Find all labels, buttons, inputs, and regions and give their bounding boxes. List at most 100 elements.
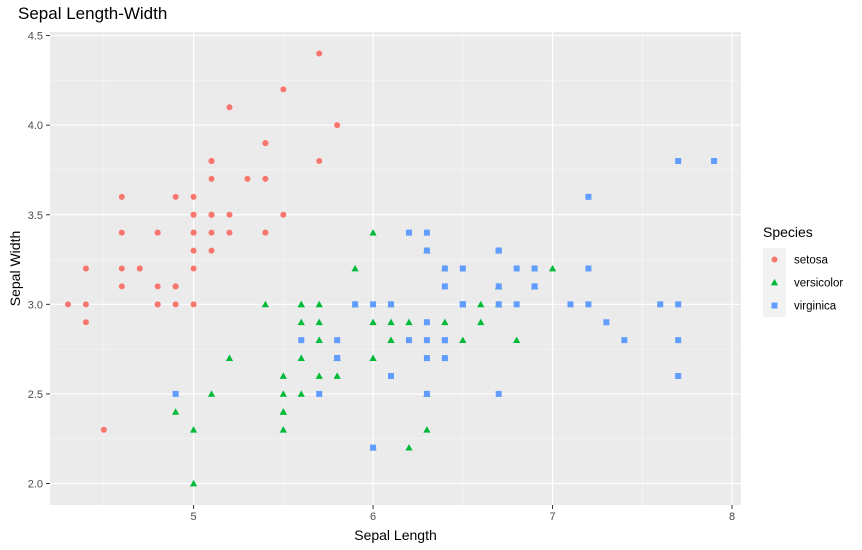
point-setosa — [226, 229, 233, 236]
point-setosa — [262, 175, 269, 182]
data-points — [64, 50, 718, 487]
y-tick-label: 2.0 — [28, 479, 43, 491]
point-versicolor — [279, 426, 287, 433]
y-tick-label: 3.0 — [28, 299, 43, 311]
point-virginica — [334, 337, 341, 344]
point-setosa — [316, 158, 323, 164]
point-versicolor — [225, 354, 234, 361]
point-virginica — [352, 301, 359, 308]
point-versicolor — [405, 444, 413, 451]
point-versicolor — [459, 336, 467, 344]
point-virginica — [405, 337, 412, 344]
point-virginica — [603, 319, 610, 326]
point-setosa — [208, 247, 215, 254]
point-versicolor — [315, 336, 323, 344]
point-setosa — [136, 265, 143, 272]
y-axis-title: Sepal Width — [7, 231, 23, 306]
series-virginica — [172, 158, 718, 451]
point-versicolor — [315, 300, 323, 308]
chart-title: Sepal Length-Width — [18, 4, 168, 23]
point-setosa — [118, 265, 125, 272]
point-versicolor — [333, 372, 341, 379]
point-versicolor — [477, 300, 485, 308]
point-versicolor — [513, 336, 521, 344]
point-versicolor — [369, 354, 377, 361]
point-versicolor — [297, 300, 305, 308]
point-virginica — [316, 390, 323, 397]
point-virginica — [441, 355, 448, 362]
point-setosa — [118, 193, 125, 200]
point-virginica — [495, 301, 502, 308]
point-setosa — [262, 229, 269, 236]
point-virginica — [441, 337, 448, 344]
point-setosa — [100, 426, 107, 433]
point-virginica — [388, 373, 395, 379]
point-virginica — [585, 301, 592, 308]
point-virginica — [513, 265, 520, 272]
point-versicolor — [261, 300, 269, 308]
point-setosa — [172, 193, 179, 200]
point-virginica — [423, 229, 430, 236]
legend: Species setosa versicolor virginica — [763, 224, 843, 317]
point-setosa — [280, 211, 287, 218]
legend-marker-virginica — [771, 302, 778, 309]
point-versicolor — [477, 318, 485, 326]
point-setosa — [190, 229, 197, 236]
point-virginica — [675, 301, 682, 308]
point-versicolor — [279, 390, 287, 397]
point-virginica — [531, 265, 538, 272]
point-setosa — [208, 158, 215, 164]
legend-label: virginica — [794, 301, 837, 313]
point-setosa — [118, 229, 125, 236]
point-setosa — [262, 140, 269, 147]
point-versicolor — [279, 408, 287, 415]
point-versicolor — [172, 408, 180, 415]
point-setosa — [82, 301, 89, 308]
point-versicolor — [351, 264, 359, 272]
point-setosa — [82, 319, 89, 326]
point-versicolor — [297, 318, 305, 326]
grid-minor — [50, 32, 741, 505]
point-versicolor — [405, 318, 413, 326]
point-versicolor — [189, 479, 198, 487]
point-setosa — [190, 211, 197, 218]
point-versicolor — [369, 318, 377, 326]
point-virginica — [567, 301, 574, 308]
point-virginica — [531, 283, 538, 290]
point-virginica — [621, 337, 628, 344]
point-virginica — [495, 390, 502, 397]
y-tick-label: 3.5 — [28, 210, 43, 222]
point-virginica — [423, 319, 430, 326]
series-setosa — [64, 50, 341, 433]
point-setosa — [82, 265, 89, 272]
point-versicolor — [387, 336, 395, 344]
x-tick-label: 5 — [191, 511, 197, 523]
point-setosa — [208, 229, 215, 236]
point-versicolor — [315, 372, 323, 379]
point-setosa — [208, 175, 215, 182]
point-setosa — [316, 50, 323, 57]
legend-marker-setosa — [771, 256, 778, 263]
point-virginica — [513, 301, 520, 308]
y-tick-label: 4.0 — [28, 120, 43, 132]
point-versicolor — [297, 390, 305, 397]
point-versicolor — [279, 372, 287, 379]
point-virginica — [675, 373, 682, 379]
point-versicolor — [548, 264, 557, 272]
point-virginica — [585, 193, 592, 200]
point-virginica — [405, 229, 412, 236]
point-setosa — [172, 283, 179, 290]
point-versicolor — [189, 426, 198, 433]
point-versicolor — [207, 390, 216, 397]
point-setosa — [226, 211, 233, 218]
point-versicolor — [297, 354, 305, 361]
point-virginica — [370, 444, 377, 451]
point-setosa — [154, 301, 161, 308]
x-tick-label: 6 — [370, 511, 376, 523]
point-virginica — [441, 265, 448, 272]
point-virginica — [334, 355, 341, 362]
point-virginica — [675, 158, 682, 164]
point-setosa — [154, 283, 161, 290]
legend-label: versicolor — [794, 278, 843, 290]
